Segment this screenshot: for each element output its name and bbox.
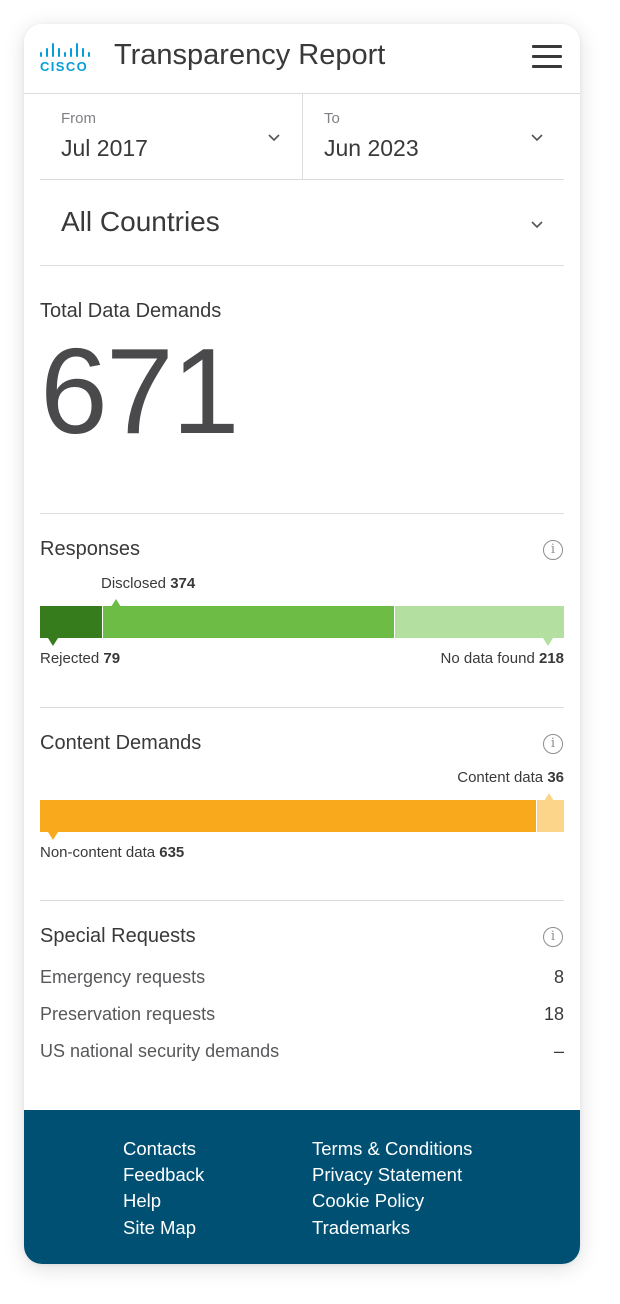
list-item: Emergency requests 8 [40, 967, 564, 991]
list-item: US national security demands – [40, 1041, 564, 1065]
no-data-metric: No data found 218 [441, 650, 564, 667]
request-name: Preservation requests [40, 1004, 216, 1024]
to-label: To [324, 110, 340, 127]
rejected-metric: Rejected 79 [40, 650, 120, 667]
non-content-segment[interactable] [40, 800, 536, 832]
request-count: 18 [543, 1004, 564, 1024]
non-content-marker [48, 832, 58, 840]
footer-link-help[interactable]: Help [123, 1190, 162, 1211]
to-date-select[interactable]: To Jun 2023 [303, 94, 564, 180]
chevron-down-icon [530, 131, 544, 145]
no-data-marker [543, 638, 553, 646]
divider [40, 900, 564, 901]
from-label: From [61, 110, 96, 127]
no-data-segment[interactable] [394, 606, 564, 638]
list-item: Preservation requests 18 [40, 1004, 564, 1028]
footer-link-site-map[interactable]: Site Map [123, 1217, 197, 1238]
disclosed-label: Disclosed [101, 575, 167, 592]
filter-divider [302, 94, 303, 180]
request-count: 8 [553, 967, 564, 987]
content-data-value: 36 [547, 769, 564, 786]
request-name: Emergency requests [40, 967, 206, 987]
hamburger-menu-icon[interactable] [532, 44, 564, 70]
cisco-bars-icon [40, 43, 96, 57]
no-data-label: No data found [440, 650, 535, 667]
request-count: – [553, 1041, 564, 1061]
app-header: CISCO Transparency Report [24, 24, 580, 94]
to-value: Jun 2023 [324, 135, 419, 161]
from-value: Jul 2017 [61, 135, 148, 161]
logo-wordmark: CISCO [40, 59, 89, 74]
disclosed-metric: Disclosed 374 [101, 575, 195, 592]
site-footer: Contacts Feedback Help Site Map Terms & … [24, 1110, 580, 1264]
disclosed-value: 374 [170, 575, 196, 592]
rejected-segment[interactable] [40, 606, 102, 638]
chevron-down-icon [267, 131, 281, 145]
divider [40, 707, 564, 708]
cisco-logo[interactable]: CISCO [38, 40, 98, 78]
non-content-metric: Non-content data 635 [40, 844, 184, 861]
content-demands-bar [40, 800, 564, 832]
country-value: All Countries [61, 206, 220, 237]
request-name: US national security demands [40, 1041, 280, 1061]
info-icon[interactable]: i [543, 734, 563, 754]
rejected-label: Rejected [40, 650, 100, 667]
responses-bar [40, 606, 564, 638]
footer-link-feedback[interactable]: Feedback [123, 1164, 205, 1185]
chevron-down-icon [530, 218, 544, 232]
report-card: CISCO Transparency Report From Jul 2017 … [24, 24, 580, 1264]
no-data-value: 218 [538, 650, 564, 667]
divider [40, 513, 564, 514]
non-content-label: Non-content data [40, 844, 156, 861]
footer-link-cookie[interactable]: Cookie Policy [312, 1190, 425, 1211]
content-data-segment[interactable] [536, 800, 564, 832]
total-demands-title: Total Data Demands [40, 300, 222, 322]
country-select[interactable]: All Countries [40, 180, 564, 266]
info-icon[interactable]: i [543, 927, 563, 947]
content-data-label: Content data [457, 769, 544, 786]
rejected-marker [48, 638, 58, 646]
disclosed-marker [111, 599, 121, 607]
total-demands-value: 671 [40, 323, 240, 459]
info-icon[interactable]: i [543, 540, 563, 560]
responses-title: Responses [40, 538, 141, 560]
special-requests-title: Special Requests [40, 925, 196, 947]
app-title: Transparency Report [114, 39, 386, 71]
content-data-metric: Content data 36 [457, 769, 564, 786]
footer-link-contacts[interactable]: Contacts [123, 1138, 197, 1159]
footer-link-terms[interactable]: Terms & Conditions [312, 1138, 473, 1159]
footer-link-privacy[interactable]: Privacy Statement [312, 1164, 463, 1185]
content-data-marker [544, 793, 554, 801]
content-demands-title: Content Demands [40, 732, 202, 754]
from-date-select[interactable]: From Jul 2017 [40, 94, 302, 180]
footer-link-trademarks[interactable]: Trademarks [312, 1217, 411, 1238]
rejected-value: 79 [103, 650, 121, 667]
non-content-value: 635 [159, 844, 185, 861]
disclosed-segment[interactable] [102, 606, 394, 638]
